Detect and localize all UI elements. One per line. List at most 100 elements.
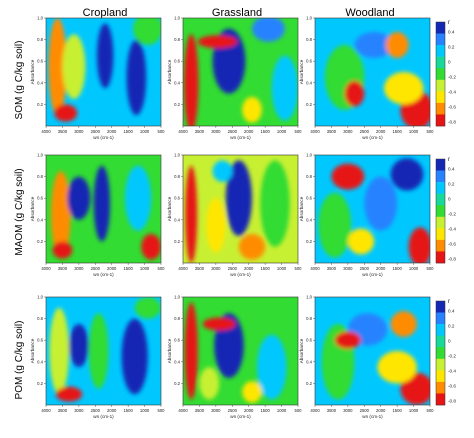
y-tick-label: 0.6 (174, 196, 180, 201)
y-tick-label: 1.0 (174, 16, 180, 21)
x-axis-label: wn (cm-1) (230, 272, 251, 277)
panel-som-cropland: 4000 3500 3000 2500 2000 1500 1000 500 wn (cm-1)… (30, 16, 165, 141)
y-tick-label: 0.6 (37, 338, 43, 343)
y-tick-label: 1.0 (174, 153, 180, 158)
heatmap-region (334, 331, 361, 349)
x-tick-label: 1500 (260, 266, 270, 271)
heatmap-region (385, 32, 409, 58)
x-tick-label: 500 (427, 129, 435, 134)
heatmap-region (260, 160, 290, 247)
y-tick-label: 1.0 (37, 153, 43, 158)
x-tick-label: 500 (295, 266, 303, 271)
x-tick-label: 1000 (140, 408, 150, 413)
y-tick-label: 1.0 (306, 16, 312, 21)
y-tick-label: 0.8 (37, 316, 43, 321)
colorbar-tick-label: 0 (448, 339, 451, 344)
y-tick-label: 0.2 (37, 102, 43, 107)
heatmap-region (347, 228, 375, 255)
colorbar-swatch (436, 312, 445, 325)
y-tick-label: 0.8 (174, 174, 180, 179)
x-tick-label: 2000 (244, 129, 254, 134)
x-tick-label: 1500 (123, 266, 133, 271)
x-tick-label: 2500 (228, 129, 238, 134)
x-tick-label: 3000 (74, 129, 84, 134)
colorbar-swatch (436, 251, 445, 264)
colorbar-tick-label: 0 (448, 60, 451, 65)
x-axis-label: wn (cm-1) (362, 272, 383, 277)
heatmap-region (88, 313, 109, 389)
heatmap-region (202, 317, 236, 331)
y-tick-label: 0.6 (306, 338, 312, 343)
colorbar-title: r (448, 157, 450, 163)
x-tick-label: 1000 (277, 129, 287, 134)
y-tick-label: 0.2 (306, 381, 312, 386)
heatmap-region (184, 302, 198, 400)
heatmap-region (185, 165, 198, 263)
colorbar-swatch (436, 335, 445, 348)
y-axis-label: Absorbance (30, 59, 35, 84)
y-tick-label: 0.4 (306, 217, 312, 222)
colorbar-swatch (436, 22, 445, 34)
heatmap-region (331, 163, 365, 190)
y-tick-label: 1.0 (37, 16, 43, 21)
colorbar-swatch (436, 393, 445, 406)
y-axis-label: Absorbance (299, 196, 304, 221)
y-tick-label: 0.6 (174, 59, 180, 64)
x-tick-label: 2000 (376, 129, 386, 134)
x-tick-label: 3000 (211, 129, 221, 134)
x-tick-label: 3000 (211, 408, 221, 413)
x-tick-label: 2500 (91, 266, 101, 271)
x-tick-label: 1500 (392, 129, 402, 134)
heatmap-region (62, 34, 86, 99)
y-tick-label: 0.8 (306, 174, 312, 179)
heatmap-region (49, 307, 69, 395)
x-tick-label: 3500 (327, 129, 337, 134)
row-title-som: SOM (g C/kg soil) (14, 41, 25, 120)
x-tick-label: 4000 (178, 266, 188, 271)
panel-maom-cropland: 4000 3500 3000 2500 2000 1500 1000 500 wn (cm-1)… (30, 153, 165, 278)
heatmap-region (242, 96, 262, 123)
heatmap-region (344, 80, 365, 107)
y-tick-label: 1.0 (174, 295, 180, 300)
heatmap-region (126, 39, 147, 116)
colorbar-swatch (436, 170, 445, 183)
x-tick-label: 500 (427, 266, 435, 271)
x-tick-label: 4000 (41, 408, 51, 413)
colorbar-pom: r 0.4 0.2 0 -0.2 -0.4 -0.6 -0.8 (435, 299, 456, 406)
y-tick-label: 0.6 (174, 338, 180, 343)
panel-frame (182, 17, 299, 127)
panel-frame (45, 296, 162, 406)
x-tick-label: 500 (427, 408, 435, 413)
y-tick-label: 0.2 (306, 239, 312, 244)
heatmap-region (225, 160, 253, 236)
y-tick-label: 0.8 (174, 316, 180, 321)
x-tick-label: 3000 (74, 408, 84, 413)
x-tick-label: 3500 (327, 266, 337, 271)
x-tick-label: 500 (158, 408, 166, 413)
x-tick-label: 1000 (140, 129, 150, 134)
x-tick-label: 4000 (310, 129, 320, 134)
y-tick-label: 0.8 (37, 174, 43, 179)
heatmap-region (52, 241, 73, 259)
y-axis-label: Absorbance (167, 338, 172, 363)
colorbar-swatch (436, 381, 445, 394)
y-tick-label: 0.8 (174, 37, 180, 42)
x-tick-label: 3000 (74, 266, 84, 271)
heatmap-region (206, 198, 226, 253)
x-tick-label: 1000 (409, 408, 419, 413)
heatmap-region (69, 324, 89, 368)
y-tick-label: 0.4 (174, 80, 180, 85)
colorbar-swatch (436, 114, 445, 127)
heatmap-region (96, 23, 114, 89)
x-tick-label: 2000 (376, 408, 386, 413)
colorbars: r 0.4 0.2 0 -0.2 -0.4 -0.6 -0.8 r 0.4 0.2 0 -0.2 -0.4… (435, 20, 456, 406)
colorbar-swatch (436, 301, 445, 313)
panel-maom-grassland: 4000 3500 3000 2500 2000 1500 1000 500 wn (cm-1)… (167, 153, 302, 278)
colorbar-swatch (436, 56, 445, 69)
x-axis-label: wn (cm-1) (93, 272, 114, 277)
colorbar-swatch (436, 102, 445, 115)
y-tick-label: 0.2 (174, 102, 180, 107)
colorbar-title: r (448, 299, 450, 305)
heatmap-region (48, 18, 67, 116)
